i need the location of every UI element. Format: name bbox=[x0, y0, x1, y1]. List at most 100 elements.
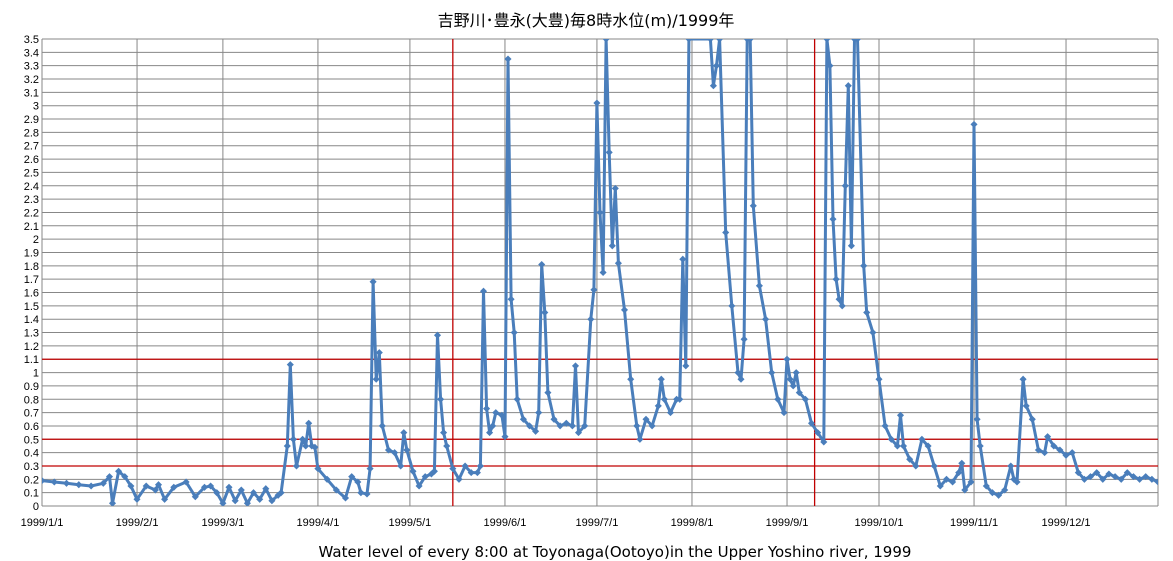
data-point bbox=[311, 443, 319, 451]
data-point bbox=[50, 478, 58, 486]
data-point bbox=[375, 349, 383, 357]
data-point bbox=[378, 422, 386, 430]
y-tick-label: 3.1 bbox=[24, 87, 39, 99]
y-tick-label: 0.5 bbox=[24, 434, 39, 446]
data-point bbox=[42, 477, 46, 485]
data-point bbox=[357, 489, 365, 497]
y-tick-label: 2.3 bbox=[24, 194, 39, 206]
data-point bbox=[363, 490, 371, 498]
data-point bbox=[620, 306, 629, 314]
data-point bbox=[942, 475, 951, 483]
data-point bbox=[768, 369, 776, 377]
data-point bbox=[384, 446, 393, 454]
data-point bbox=[774, 395, 782, 403]
data-point bbox=[636, 435, 644, 443]
data-point bbox=[314, 465, 322, 473]
data-point bbox=[277, 489, 285, 497]
data-point bbox=[501, 433, 509, 441]
data-point bbox=[860, 262, 868, 270]
data-point bbox=[982, 482, 990, 490]
data-point bbox=[685, 39, 693, 43]
data-point bbox=[200, 483, 209, 491]
data-point bbox=[887, 435, 895, 443]
data-point bbox=[473, 469, 481, 477]
data-point bbox=[170, 483, 178, 491]
data-point bbox=[538, 260, 546, 269]
data-point bbox=[706, 39, 714, 43]
data-point bbox=[844, 82, 852, 90]
data-point bbox=[716, 39, 724, 43]
data-point bbox=[403, 446, 411, 454]
y-tick-label: 2 bbox=[33, 234, 39, 246]
data-point bbox=[268, 497, 276, 505]
data-point bbox=[213, 489, 221, 497]
data-point bbox=[182, 478, 190, 486]
y-tick-label: 1.4 bbox=[24, 314, 39, 326]
data-point bbox=[608, 242, 616, 250]
data-point bbox=[142, 482, 150, 490]
data-point bbox=[893, 442, 901, 450]
data-point bbox=[869, 328, 877, 337]
data-point bbox=[847, 242, 855, 250]
data-point bbox=[341, 494, 350, 502]
data-point bbox=[541, 308, 549, 317]
data-point bbox=[967, 478, 975, 486]
data-point bbox=[302, 442, 310, 450]
data-point bbox=[421, 473, 429, 481]
data-point bbox=[443, 442, 451, 450]
data-point bbox=[87, 482, 95, 490]
data-point bbox=[550, 415, 558, 423]
y-tick-label: 2.7 bbox=[24, 141, 39, 153]
data-point bbox=[504, 55, 512, 63]
data-point bbox=[814, 429, 822, 437]
data-point bbox=[430, 467, 438, 475]
data-point bbox=[789, 382, 797, 390]
data-point bbox=[62, 479, 71, 487]
y-tick-label: 1.3 bbox=[24, 328, 39, 340]
x-tick-labels: 1999/1/1 1999/2/1 1999/3/1 1999/4/1 1999/5/1… bbox=[21, 517, 1091, 529]
x-tick-label: 1999/2/1 bbox=[116, 517, 159, 529]
data-point bbox=[299, 435, 307, 443]
data-point bbox=[973, 415, 981, 423]
data-point bbox=[486, 429, 494, 437]
x-tick-label: 1999/6/1 bbox=[484, 517, 527, 529]
x-tick-label: 1999/4/1 bbox=[297, 517, 340, 529]
data-point bbox=[161, 495, 169, 503]
data-point bbox=[498, 411, 506, 419]
data-point bbox=[409, 467, 417, 475]
y-tick-label: 2.4 bbox=[24, 181, 39, 193]
data-point bbox=[121, 473, 129, 481]
data-point bbox=[605, 148, 613, 156]
data-point bbox=[853, 39, 862, 43]
data-point bbox=[571, 362, 580, 370]
data-point bbox=[826, 62, 834, 70]
y-tick-label: 0.2 bbox=[24, 474, 39, 486]
y-tick-label: 1.9 bbox=[24, 247, 39, 259]
x-tick-label: 1999/8/1 bbox=[671, 517, 714, 529]
data-point bbox=[988, 489, 996, 497]
data-point bbox=[792, 369, 800, 377]
data-point bbox=[323, 475, 331, 483]
x-tick-label: 1999/3/1 bbox=[201, 517, 244, 529]
data-point bbox=[602, 39, 610, 43]
data-point bbox=[219, 499, 227, 506]
data-point bbox=[728, 302, 736, 310]
data-point bbox=[961, 486, 969, 494]
data-point bbox=[581, 422, 589, 430]
data-point bbox=[648, 422, 656, 430]
data-point bbox=[449, 465, 457, 473]
y-tick-label: 1 bbox=[33, 368, 39, 380]
data-point bbox=[292, 462, 301, 470]
data-point bbox=[151, 486, 159, 494]
data-point bbox=[574, 429, 583, 437]
data-point bbox=[596, 208, 604, 217]
data-point bbox=[510, 328, 518, 337]
data-point bbox=[590, 286, 598, 294]
data-point bbox=[786, 375, 794, 383]
data-point bbox=[930, 462, 938, 470]
data-point bbox=[807, 419, 816, 427]
data-point bbox=[127, 482, 135, 490]
data-point bbox=[906, 455, 914, 463]
data-point bbox=[440, 429, 448, 437]
data-point bbox=[863, 308, 871, 317]
